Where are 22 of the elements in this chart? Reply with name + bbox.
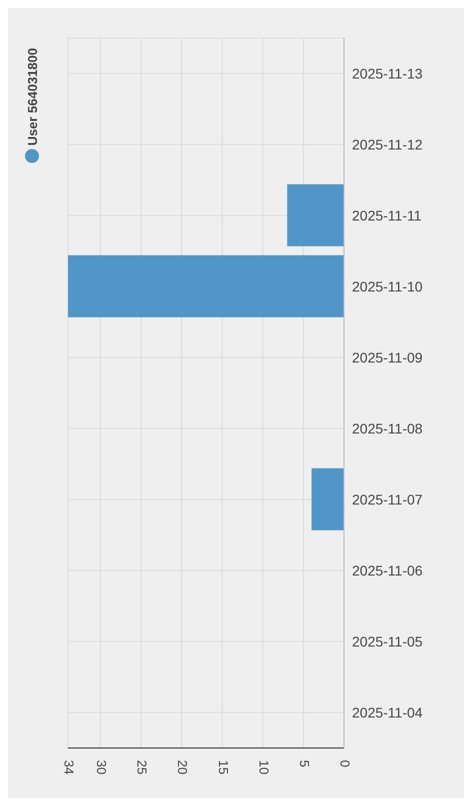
- x-tick-label: 20: [175, 760, 190, 774]
- y-tick-label: 2025-11-07: [352, 491, 423, 508]
- y-tick-label: 2025-11-11: [352, 207, 422, 224]
- x-tick-label: 25: [134, 760, 150, 774]
- x-tick-label: 10: [256, 760, 272, 774]
- y-tick-label: 2025-11-05: [352, 633, 423, 650]
- y-tick-label: 2025-11-04: [352, 704, 423, 720]
- x-tick-label: 34: [62, 760, 77, 774]
- y-tick-label: 2025-11-13: [352, 65, 423, 82]
- y-tick-label: 2025-11-09: [352, 349, 423, 366]
- y-tick-label: 2025-11-08: [352, 420, 423, 436]
- x-tick-label: 30: [94, 760, 110, 774]
- bar: [68, 255, 344, 318]
- x-tick-label: 0: [338, 760, 353, 768]
- bar: [287, 184, 344, 246]
- bar: [312, 468, 344, 530]
- text: User 564031800: [24, 48, 40, 146]
- y-tick-label: 2025-11-12: [352, 136, 423, 152]
- x-tick-label: 5: [296, 760, 312, 768]
- x-tick-label: 15: [216, 760, 231, 774]
- y-tick-label: 2025-11-06: [352, 562, 423, 578]
- y-tick-label: 2025-11-10: [352, 278, 423, 294]
